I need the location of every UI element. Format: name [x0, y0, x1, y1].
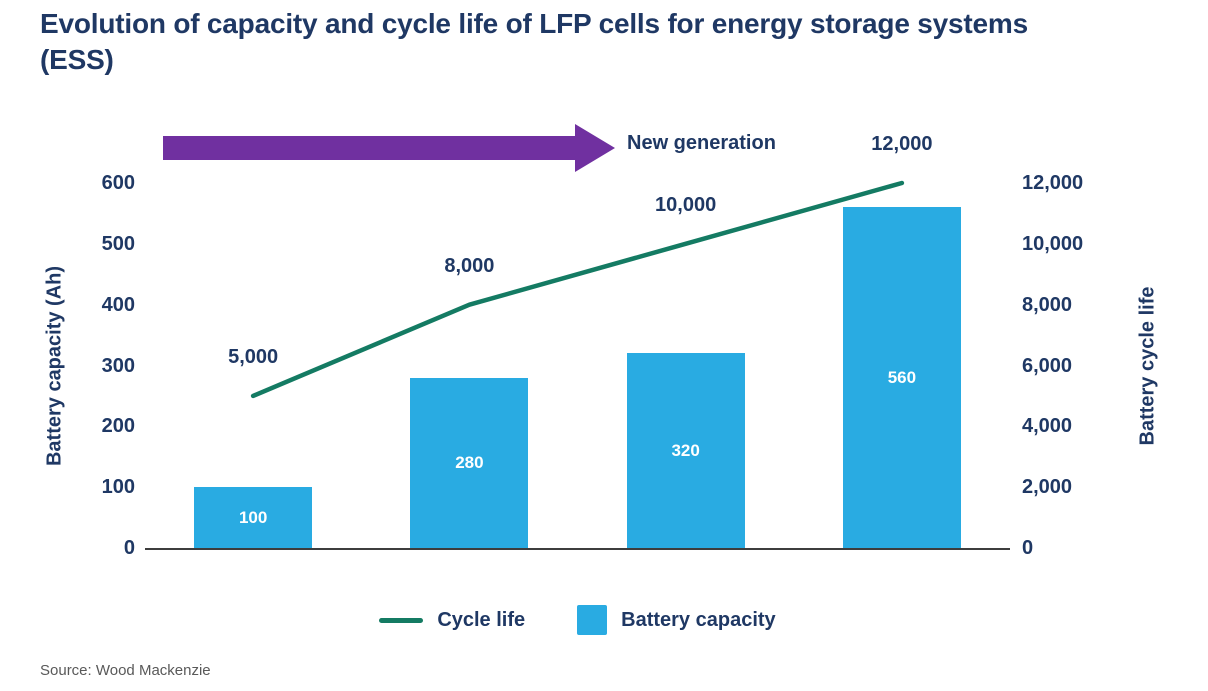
source-attribution: Source: Wood Mackenzie [40, 662, 211, 679]
right-axis-title: Battery cycle life [1136, 286, 1159, 446]
left-axis-tick-label: 300 [101, 354, 135, 377]
left-axis-tick-label: 500 [101, 232, 135, 255]
square-swatch-icon [577, 605, 608, 635]
right-axis-tick-label: 0 [1022, 537, 1034, 559]
legend-item-cycle-life: Cycle life [379, 609, 525, 632]
left-axis-ticks: 0 100 200 300 400 500 600 [50, 172, 135, 559]
bar-value-label: 320 [671, 440, 700, 460]
legend: Cycle life Battery capacity [145, 598, 1010, 642]
bar-value-label: 100 [238, 507, 268, 527]
right-axis-tick-label: 4,000 [1022, 415, 1073, 438]
right-axis-tick-label: 12,000 [1022, 172, 1084, 194]
battery-capacity-bar: 320 [626, 353, 745, 548]
left-axis-tick-label: 200 [101, 415, 135, 438]
right-axis-ticks: 0 2,000 4,000 6,000 8,000 10,000 12,000 [1022, 172, 1117, 559]
left-axis-tick-label: 400 [101, 293, 135, 316]
left-axis-tick-label: 600 [101, 172, 135, 194]
right-axis-tick-label: 2,000 [1022, 476, 1073, 499]
bar-value-label: 280 [455, 452, 484, 472]
legend-label-battery-capacity: Battery capacity [621, 608, 776, 631]
line-swatch-icon [379, 617, 424, 623]
cycle-life-value-label: 10,000 [655, 193, 717, 216]
battery-capacity-bar: 560 [842, 207, 961, 548]
right-axis-tick-label: 10,000 [1022, 232, 1084, 255]
battery-capacity-bar: 280 [410, 377, 529, 548]
plot-area: 100 280 320 560 5,000 8,000 10,000 12,000 [145, 133, 1010, 550]
page-title: Evolution of capacity and cycle life of … [40, 8, 1028, 75]
legend-label-cycle-life: Cycle life [437, 608, 526, 631]
left-axis-tick-label: 100 [101, 476, 135, 499]
bar-value-label: 560 [887, 367, 917, 387]
cycle-life-value-label: 5,000 [228, 345, 279, 368]
legend-item-battery-capacity: Battery capacity [577, 605, 776, 635]
new-generation-label: New generation [627, 132, 776, 154]
cycle-life-value-label: 8,000 [444, 254, 495, 277]
cycle-life-polyline [250, 180, 905, 399]
cycle-life-value-label: 12,000 [871, 133, 933, 155]
generation-arrow-icon [163, 124, 615, 172]
right-axis-tick-label: 6,000 [1022, 354, 1073, 377]
right-axis-tick-label: 8,000 [1022, 293, 1073, 316]
left-axis-tick-label: 0 [123, 537, 135, 559]
battery-capacity-bar: 100 [194, 487, 313, 548]
